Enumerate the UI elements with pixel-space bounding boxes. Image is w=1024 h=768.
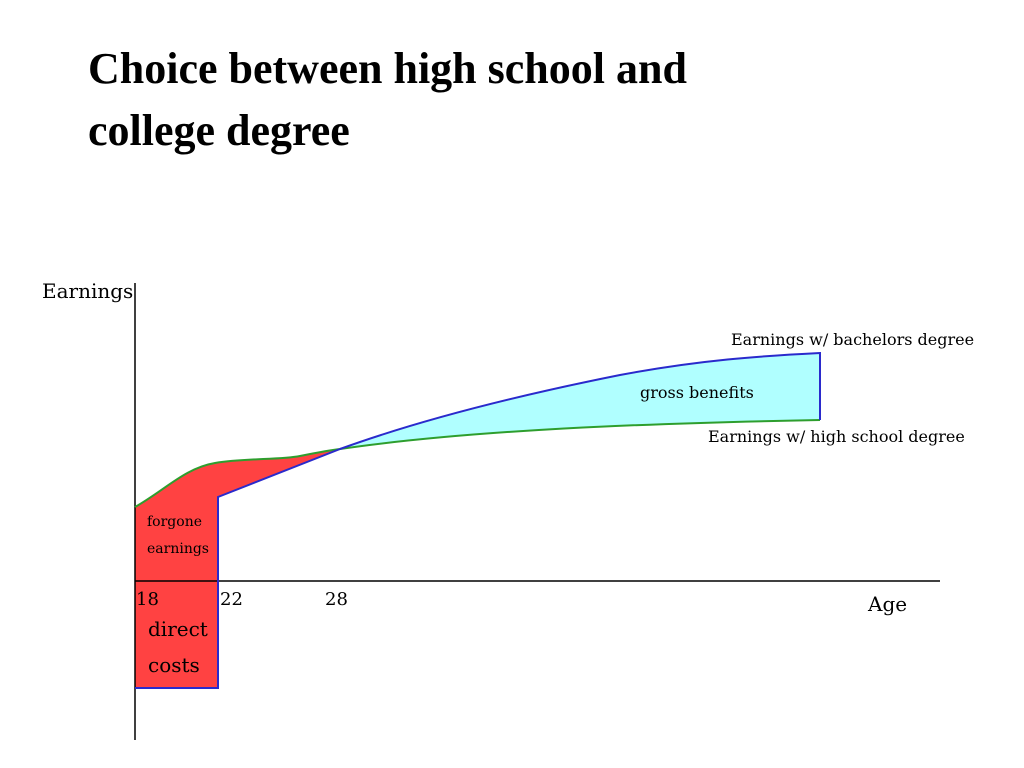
- area-label: forgone: [147, 514, 202, 530]
- x-axis-label: Age: [867, 592, 907, 616]
- area-label: earnings: [147, 541, 209, 557]
- x-tick-label: 22: [220, 589, 243, 610]
- curve-label: Earnings w/ bachelors degree: [731, 330, 974, 349]
- x-tick-label: 28: [325, 589, 348, 610]
- area-label: costs: [148, 653, 200, 677]
- curve-label: Earnings w/ high school degree: [708, 427, 965, 446]
- area-label: direct: [148, 617, 208, 641]
- x-tick-label: 18: [136, 589, 159, 610]
- area-label: gross benefits: [640, 383, 754, 402]
- forgone-and-direct-costs-area: [135, 449, 340, 688]
- y-axis-label: Earnings: [42, 279, 133, 303]
- high-school-curve: [134, 419, 821, 508]
- gross-benefits-area: [340, 353, 820, 449]
- slide-title: Choice between high school and college d…: [88, 44, 687, 155]
- bachelors-curve: [135, 351, 821, 689]
